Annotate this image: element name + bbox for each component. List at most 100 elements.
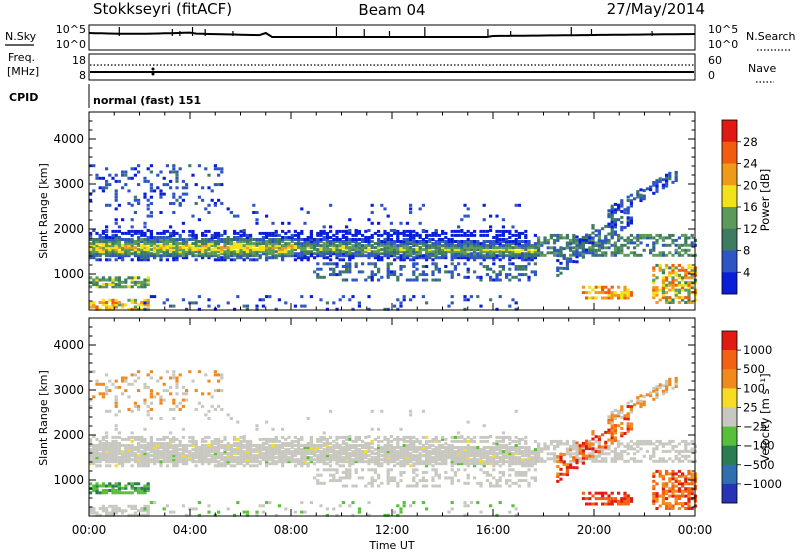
heatmap-cell bbox=[242, 464, 246, 468]
heatmap-cell bbox=[629, 238, 633, 242]
heatmap-cell bbox=[617, 293, 621, 297]
heatmap-cell bbox=[226, 452, 230, 456]
heatmap-cell bbox=[665, 173, 669, 177]
heatmap-cell bbox=[354, 240, 358, 243]
heatmap-cell bbox=[105, 278, 109, 282]
heatmap-cell bbox=[402, 298, 406, 302]
heatmap-cell bbox=[361, 244, 365, 248]
heatmap-cell bbox=[178, 238, 182, 241]
heatmap-cell bbox=[245, 244, 249, 248]
heatmap-cell bbox=[434, 254, 438, 258]
heatmap-cell bbox=[361, 439, 365, 443]
heatmap-cell bbox=[325, 452, 329, 456]
heatmap-cell bbox=[303, 458, 307, 462]
heatmap-cell bbox=[591, 248, 595, 252]
heatmap-cell bbox=[165, 458, 169, 462]
heatmap-cell bbox=[156, 379, 160, 383]
heatmap-cell bbox=[309, 236, 313, 239]
heatmap-cell bbox=[105, 454, 109, 458]
heatmap-cell bbox=[421, 242, 425, 246]
heatmap-cell bbox=[377, 233, 381, 237]
heatmap-cell bbox=[364, 229, 368, 233]
heatmap-cell bbox=[143, 398, 147, 402]
heatmap-cell bbox=[185, 513, 189, 517]
heatmap-cell bbox=[565, 447, 569, 451]
heatmap-cell bbox=[130, 252, 134, 256]
heatmap-cell bbox=[149, 395, 153, 399]
heatmap-cell bbox=[489, 278, 493, 282]
heatmap-cell bbox=[444, 458, 448, 462]
heatmap-cell bbox=[409, 278, 413, 282]
heatmap-cell bbox=[517, 233, 521, 237]
heatmap-cell bbox=[322, 431, 326, 435]
heatmap-cell bbox=[207, 454, 211, 458]
heatmap-cell bbox=[386, 458, 390, 462]
heatmap-cell bbox=[402, 233, 406, 237]
heatmap-cell bbox=[130, 507, 134, 510]
heatmap-cell bbox=[319, 435, 323, 439]
heatmap-cell bbox=[466, 446, 470, 449]
heatmap-cell bbox=[501, 437, 505, 441]
heatmap-cell bbox=[473, 252, 477, 256]
heatmap-cell bbox=[405, 462, 409, 466]
heatmap-cell bbox=[421, 295, 425, 299]
heatmap-cell bbox=[249, 448, 253, 452]
heatmap-cell bbox=[325, 244, 329, 248]
heatmap-cell bbox=[335, 513, 339, 517]
heatmap-cell bbox=[655, 286, 659, 290]
heatmap-cell bbox=[197, 450, 201, 454]
heatmap-cell bbox=[658, 253, 662, 257]
heatmap-cell bbox=[540, 459, 544, 463]
heatmap-cell bbox=[505, 460, 509, 464]
heatmap-cell bbox=[377, 250, 381, 254]
heatmap-cell bbox=[450, 476, 454, 480]
heatmap-cell bbox=[610, 291, 614, 295]
heatmap-cell bbox=[245, 254, 249, 258]
heatmap-cell bbox=[265, 252, 269, 256]
heatmap-cell bbox=[361, 250, 365, 254]
heatmap-cell bbox=[457, 233, 461, 237]
heatmap-cell bbox=[111, 446, 115, 449]
heatmap-cell bbox=[114, 424, 118, 428]
heatmap-cell bbox=[505, 248, 509, 252]
heatmap-cell bbox=[322, 256, 326, 260]
heatmap-cell bbox=[105, 254, 109, 258]
heatmap-cell bbox=[636, 236, 640, 240]
heatmap-cell bbox=[95, 258, 99, 262]
heatmap-cell bbox=[108, 307, 112, 311]
heatmap-cell bbox=[111, 454, 115, 458]
heatmap-cell bbox=[591, 253, 595, 257]
power-heatmap-cells bbox=[89, 164, 697, 311]
heatmap-cell bbox=[233, 246, 237, 250]
heatmap-cell bbox=[412, 236, 416, 239]
heatmap-cell bbox=[127, 189, 131, 193]
heatmap-cell bbox=[437, 456, 441, 460]
heatmap-cell bbox=[495, 442, 499, 445]
heatmap-cell bbox=[271, 439, 275, 443]
heatmap-cell bbox=[146, 507, 150, 510]
heatmap-cell bbox=[453, 473, 457, 477]
heatmap-cell bbox=[415, 242, 419, 246]
heatmap-cell bbox=[409, 207, 413, 211]
heatmap-cell bbox=[95, 382, 99, 386]
heatmap-cell bbox=[463, 252, 467, 256]
heatmap-cell bbox=[319, 456, 323, 460]
heatmap-cell bbox=[482, 435, 486, 439]
heatmap-cell bbox=[681, 266, 685, 270]
heatmap-cell bbox=[172, 398, 176, 402]
heatmap-cell bbox=[405, 450, 409, 454]
heatmap-cell bbox=[325, 513, 329, 517]
heatmap-cell bbox=[495, 238, 499, 241]
heatmap-cell bbox=[444, 270, 448, 274]
heatmap-cell bbox=[162, 238, 166, 241]
heatmap-cell bbox=[460, 452, 464, 456]
heatmap-cell bbox=[402, 295, 406, 299]
heatmap-cell bbox=[450, 462, 454, 466]
heatmap-cell bbox=[159, 244, 163, 248]
heatmap-cell bbox=[181, 240, 185, 243]
heatmap-cell bbox=[610, 296, 614, 300]
heatmap-cell bbox=[229, 211, 233, 214]
heatmap-cell bbox=[108, 298, 112, 302]
heatmap-cell bbox=[140, 491, 144, 495]
heatmap-cell bbox=[140, 509, 144, 513]
